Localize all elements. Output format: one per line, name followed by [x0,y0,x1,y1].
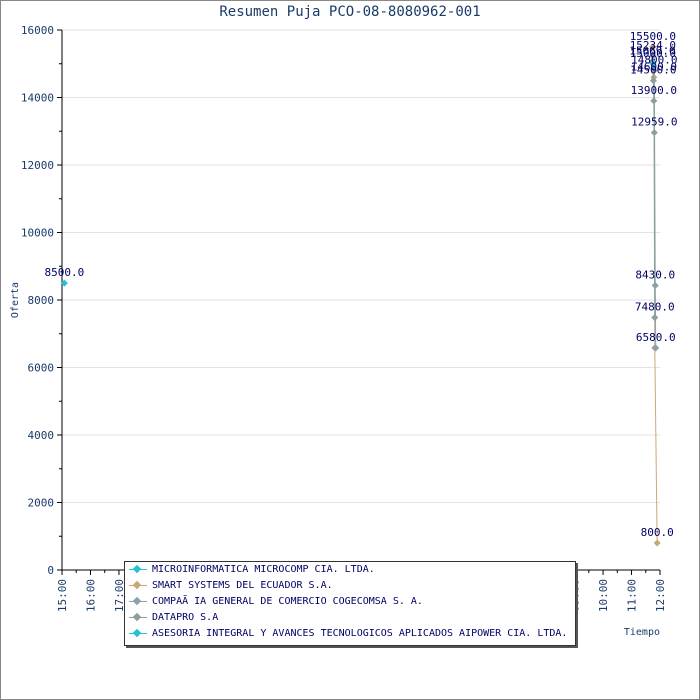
y-tick-label: 2000 [28,497,55,510]
data-label: 800.0 [641,526,674,539]
x-tick-label: 15:00 [56,579,69,612]
data-label: 13900.0 [631,84,677,97]
legend-label: ASESORIA INTEGRAL Y AVANCES TECNOLOGICOS… [152,628,568,639]
data-label: 15069.0 [629,44,675,57]
x-tick-label: 16:00 [84,579,97,612]
legend-marker-icon [129,569,147,570]
data-label: 15500.0 [630,30,676,43]
x-tick-label: 12:00 [654,579,667,612]
data-point [649,52,657,60]
legend-item: DATAPRO S.A [125,610,575,626]
x-axis-label: Tiempo [624,627,660,638]
y-tick-label: 0 [47,564,54,577]
x-tick-label: 10:00 [597,579,610,612]
data-label: 12959.0 [631,116,677,129]
legend-marker-icon [129,633,147,634]
data-label: 14800.0 [631,54,677,67]
legend-marker-icon [129,601,147,602]
legend-item: ASESORIA INTEGRAL Y AVANCES TECNOLOGICOS… [125,626,575,642]
y-tick-label: 8000 [28,294,55,307]
data-label: 8500.0 [44,266,84,279]
data-point [649,77,657,85]
y-axis-label: Oferta [10,282,21,318]
legend-marker-icon [129,585,147,586]
data-point [649,60,657,68]
data-labels: 8500.0 15500.015234.015069.015000.014800.… [44,30,677,539]
data-point [649,43,657,51]
chart-title: Resumen Puja PCO-08-8080962-001 [219,4,481,20]
legend-marker-icon [129,617,147,618]
data-point [651,281,659,290]
y-tick-label: 14000 [21,92,54,105]
axes: 0 2000 4000 6000 8000 10000 12000 14000 16000 15:… [21,24,667,612]
legend-label: SMART SYSTEMS DEL ECUADOR S.A. [152,580,333,591]
data-label: 8430.0 [635,268,675,281]
legend-item: COMPAÃ IA GENERAL DE COMERCIO COGECOMSA … [125,594,575,610]
data-point [652,344,660,352]
grid-lines [62,29,660,503]
data-label: 15000.0 [630,47,676,60]
data-label: 14600.0 [631,60,677,73]
data-point [653,539,661,547]
legend-label: DATAPRO S.A [152,612,219,623]
data-label: 6580.0 [636,331,676,344]
data-label: 14500.0 [630,64,676,77]
y-tick-label: 6000 [28,362,55,375]
x-tick-label: 17:00 [113,579,126,612]
legend-label: COMPAÃ IA GENERAL DE COMERCIO COGECOMSA … [152,596,423,607]
data-point [60,279,68,287]
legend: MICROINFORMATICA MICROCOMP CIA. LTDA. SMA… [124,561,576,646]
data-point [650,129,658,137]
legend-item: MICROINFORMATICA MICROCOMP CIA. LTDA. [125,562,575,578]
data-point [651,314,659,322]
legend-item: SMART SYSTEMS DEL ECUADOR S.A. [125,578,575,594]
y-tick-label: 10000 [21,227,54,240]
y-tick-label: 4000 [28,429,55,442]
data-label: 7480.0 [635,301,675,314]
y-tick-label: 12000 [21,159,54,172]
data-point [650,97,658,105]
legend-label: MICROINFORMATICA MICROCOMP CIA. LTDA. [152,564,375,575]
series-layer [60,43,661,547]
data-label: 15234.0 [630,39,676,52]
x-tick-label: 11:00 [626,579,639,612]
y-tick-label: 16000 [21,24,54,37]
